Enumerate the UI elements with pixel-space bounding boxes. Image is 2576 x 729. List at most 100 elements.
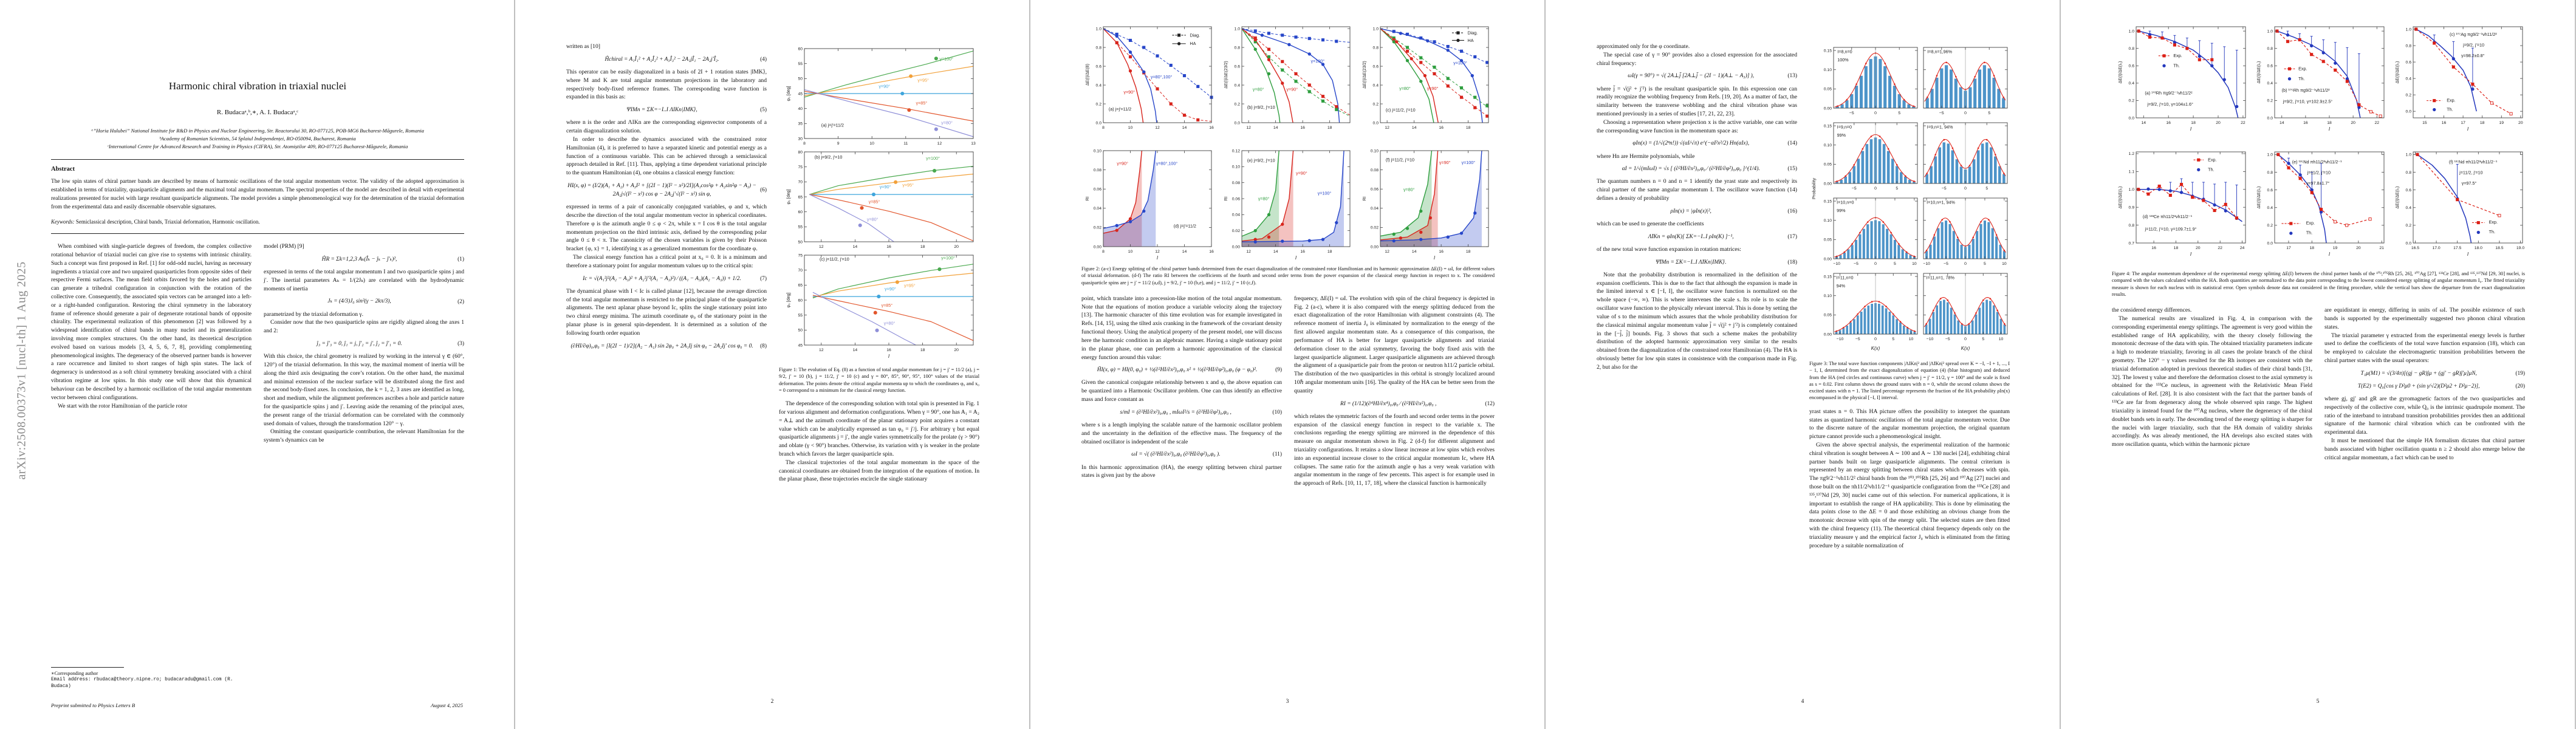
keywords-label: Keywords: <box>51 219 75 225</box>
svg-text:10: 10 <box>869 142 874 146</box>
svg-text:0.6: 0.6 <box>2267 64 2273 69</box>
svg-text:γ=80°: γ=80° <box>1253 86 1264 92</box>
svg-text:30: 30 <box>798 137 803 141</box>
svg-text:Diag.: Diag. <box>1468 30 1478 35</box>
svg-text:40: 40 <box>798 107 803 111</box>
svg-text:14: 14 <box>1182 126 1187 130</box>
paragraph: It must be mentioned that the simple HA … <box>2324 437 2525 461</box>
svg-text:0.2: 0.2 <box>1373 102 1379 106</box>
svg-text:19.0: 19.0 <box>2516 246 2524 250</box>
abstract-bottom-rule <box>51 233 464 234</box>
svg-text:γ=90°: γ=90° <box>1123 89 1135 95</box>
svg-text:5: 5 <box>1988 111 1990 115</box>
equation-body: T₁μ(M1) = √(3/4π)[(gj − gR)ĵμ + (gj′ − g… <box>2360 370 2477 377</box>
svg-text:ΔE(I)/ΔE(23/2): ΔE(I)/ΔE(23/2) <box>1224 61 1228 89</box>
equation-4: Ĥchiral = A₁Î₁² + A₂Î₂² + A₃Î₃² − 2A₁jÎ₁… <box>566 55 767 64</box>
svg-text:14: 14 <box>853 245 858 249</box>
svg-text:φ₀ [deg]: φ₀ [deg] <box>787 292 791 307</box>
svg-text:0.00: 0.00 <box>1232 245 1240 249</box>
equation-number: (18) <box>1787 259 1797 265</box>
svg-text:0.10: 0.10 <box>1371 149 1379 153</box>
svg-text:18.0: 18.0 <box>2475 246 2482 250</box>
equation-number: (10) <box>1272 409 1282 416</box>
equation-body: ωI(γ = 90°) = √( 2A⊥j̃ [2A⊥j̃ − (2I − 1)… <box>1628 73 1755 80</box>
svg-text:10: 10 <box>1999 337 2004 341</box>
page-number: 4 <box>1801 699 1804 705</box>
paragraph: Given the above spectral analysis, the e… <box>1809 441 2010 549</box>
equation-8: (∂HI/∂φ)₀,φ₀ = [I(2I − 1)/2](A₂ − A₁) si… <box>566 342 767 351</box>
paragraph: Consider now that the two quasiparticle … <box>264 319 464 335</box>
svg-text:γ=90°: γ=90° <box>1117 161 1128 166</box>
svg-text:0.04: 0.04 <box>1371 207 1379 211</box>
svg-text:1.0: 1.0 <box>2406 27 2412 32</box>
svg-text:0: 0 <box>1964 111 1967 115</box>
page-2-content: written as [10] Ĥchiral = A₁Î₁² + A₂Î₂² +… <box>566 34 979 484</box>
svg-text:0.6: 0.6 <box>1373 64 1379 69</box>
svg-text:12: 12 <box>819 245 824 249</box>
svg-text:0.8: 0.8 <box>2129 224 2135 228</box>
svg-text:22: 22 <box>2218 246 2222 250</box>
svg-text:0.4: 0.4 <box>1373 83 1379 87</box>
equation-5: ΨIMn = ΣK=−I..I ΛIKn|IMK⟩, (5) <box>566 106 767 114</box>
equation-body: Jₖ = (4/3)J₀ sin²(γ − 2kπ/3), <box>327 298 391 305</box>
svg-text:−10: −10 <box>1833 262 1840 266</box>
equation-number: (20) <box>2515 383 2525 389</box>
svg-text:Exp.: Exp. <box>2447 98 2455 103</box>
equation-number: (3) <box>457 341 464 347</box>
svg-text:14: 14 <box>1412 126 1417 130</box>
footnote-rule <box>51 666 124 668</box>
svg-text:16: 16 <box>886 245 891 249</box>
svg-text:γ=80°: γ=80° <box>1399 86 1411 91</box>
svg-text:16: 16 <box>1439 126 1444 130</box>
svg-text:−10: −10 <box>1923 262 1930 266</box>
svg-text:0.4: 0.4 <box>1096 83 1102 87</box>
page-3-content: 8 10 12 14 16 0.0 0.2 0.4 0.6 0.8 1.0 ΔE(I)/ΔE(8) Di… <box>1081 21 1495 488</box>
equation-body: φIn(x) = (1/√(2ⁿn!)) √(αI/√π) e^(−αI²x²/… <box>1632 140 1750 147</box>
equation-number: (5) <box>760 107 767 114</box>
svg-text:0.8: 0.8 <box>2129 47 2135 51</box>
svg-text:17: 17 <box>2461 121 2465 125</box>
svg-text:0.6: 0.6 <box>1235 64 1241 69</box>
paragraph: Given the canonical conjugate relationsh… <box>1081 379 1282 403</box>
page-5-content: 14 16 18 20 22 0.0 0.2 0.4 0.6 0.8 1.0 I ΔE(I)/ΔE(I₀… <box>2112 21 2525 462</box>
equation-number: (14) <box>1787 140 1797 147</box>
svg-text:18: 18 <box>1466 250 1471 254</box>
svg-text:0.06: 0.06 <box>1232 197 1240 201</box>
svg-text:12: 12 <box>819 348 824 352</box>
paragraph: where j̃ = √(j² + j′²) is the resultant … <box>1597 85 1797 117</box>
svg-text:0.4: 0.4 <box>2267 81 2273 86</box>
svg-text:−10: −10 <box>1837 337 1844 341</box>
fig3-wavefunction-components: −5 0 5 0.00 0.05 0.10 0.15 I=8,n=0 100% −5 0 5 I=8,n… <box>1809 44 2010 355</box>
keywords-line: Keywords: Semiclassical description, Chi… <box>51 219 464 225</box>
svg-text:21: 21 <box>2379 246 2384 250</box>
svg-text:0.0: 0.0 <box>2267 116 2273 120</box>
svg-text:HA: HA <box>1190 41 1196 46</box>
svg-text:100%: 100% <box>1837 57 1849 63</box>
svg-text:Th.: Th. <box>2208 166 2214 172</box>
paragraph: The classical trajectories of the total … <box>779 459 979 483</box>
equation-number: (9) <box>1275 367 1282 374</box>
svg-text:5: 5 <box>1892 337 1894 341</box>
svg-text:I: I <box>888 354 890 359</box>
page-2-right-column: 8 9 10 11 12 13 30 35 40 45 50 55 60 φ₀ [deg] γ=100° γ=… <box>779 43 979 484</box>
svg-text:14: 14 <box>2141 121 2146 125</box>
svg-text:11: 11 <box>903 142 908 146</box>
page-5: 14 16 18 20 22 0.0 0.2 0.4 0.6 0.8 1.0 I ΔE(I)/ΔE(I₀… <box>2061 0 2575 729</box>
equation-17: Λ̃IKn = φIn(K)[ ΣK=−I..I ρIn(K) ]⁻¹, (17) <box>1597 233 1797 241</box>
paragraph: model (PRM) [9] <box>264 243 304 250</box>
svg-text:12: 12 <box>937 142 942 146</box>
svg-text:14: 14 <box>2280 121 2284 125</box>
svg-text:8: 8 <box>1102 126 1105 130</box>
svg-text:−5: −5 <box>1942 187 1947 191</box>
svg-text:I: I <box>2329 126 2331 132</box>
svg-text:ΔE(I)/ΔE(23/2): ΔE(I)/ΔE(23/2) <box>1363 61 1367 89</box>
svg-text:0.00: 0.00 <box>1371 245 1379 249</box>
svg-text:50: 50 <box>798 240 803 244</box>
svg-text:Diag.: Diag. <box>1190 32 1200 38</box>
svg-text:γ=100°: γ=100° <box>1462 160 1476 165</box>
svg-text:0.08: 0.08 <box>1232 181 1240 185</box>
svg-text:γ=80°: γ=80° <box>1403 187 1415 192</box>
svg-text:0.8: 0.8 <box>1096 46 1102 50</box>
equation-number: (7) <box>760 275 767 282</box>
svg-text:(c) ¹⁰⁷Ag πg9/2⁻¹νh11/2²: (c) ¹⁰⁷Ag πg9/2⁻¹νh11/2² <box>2450 32 2497 37</box>
